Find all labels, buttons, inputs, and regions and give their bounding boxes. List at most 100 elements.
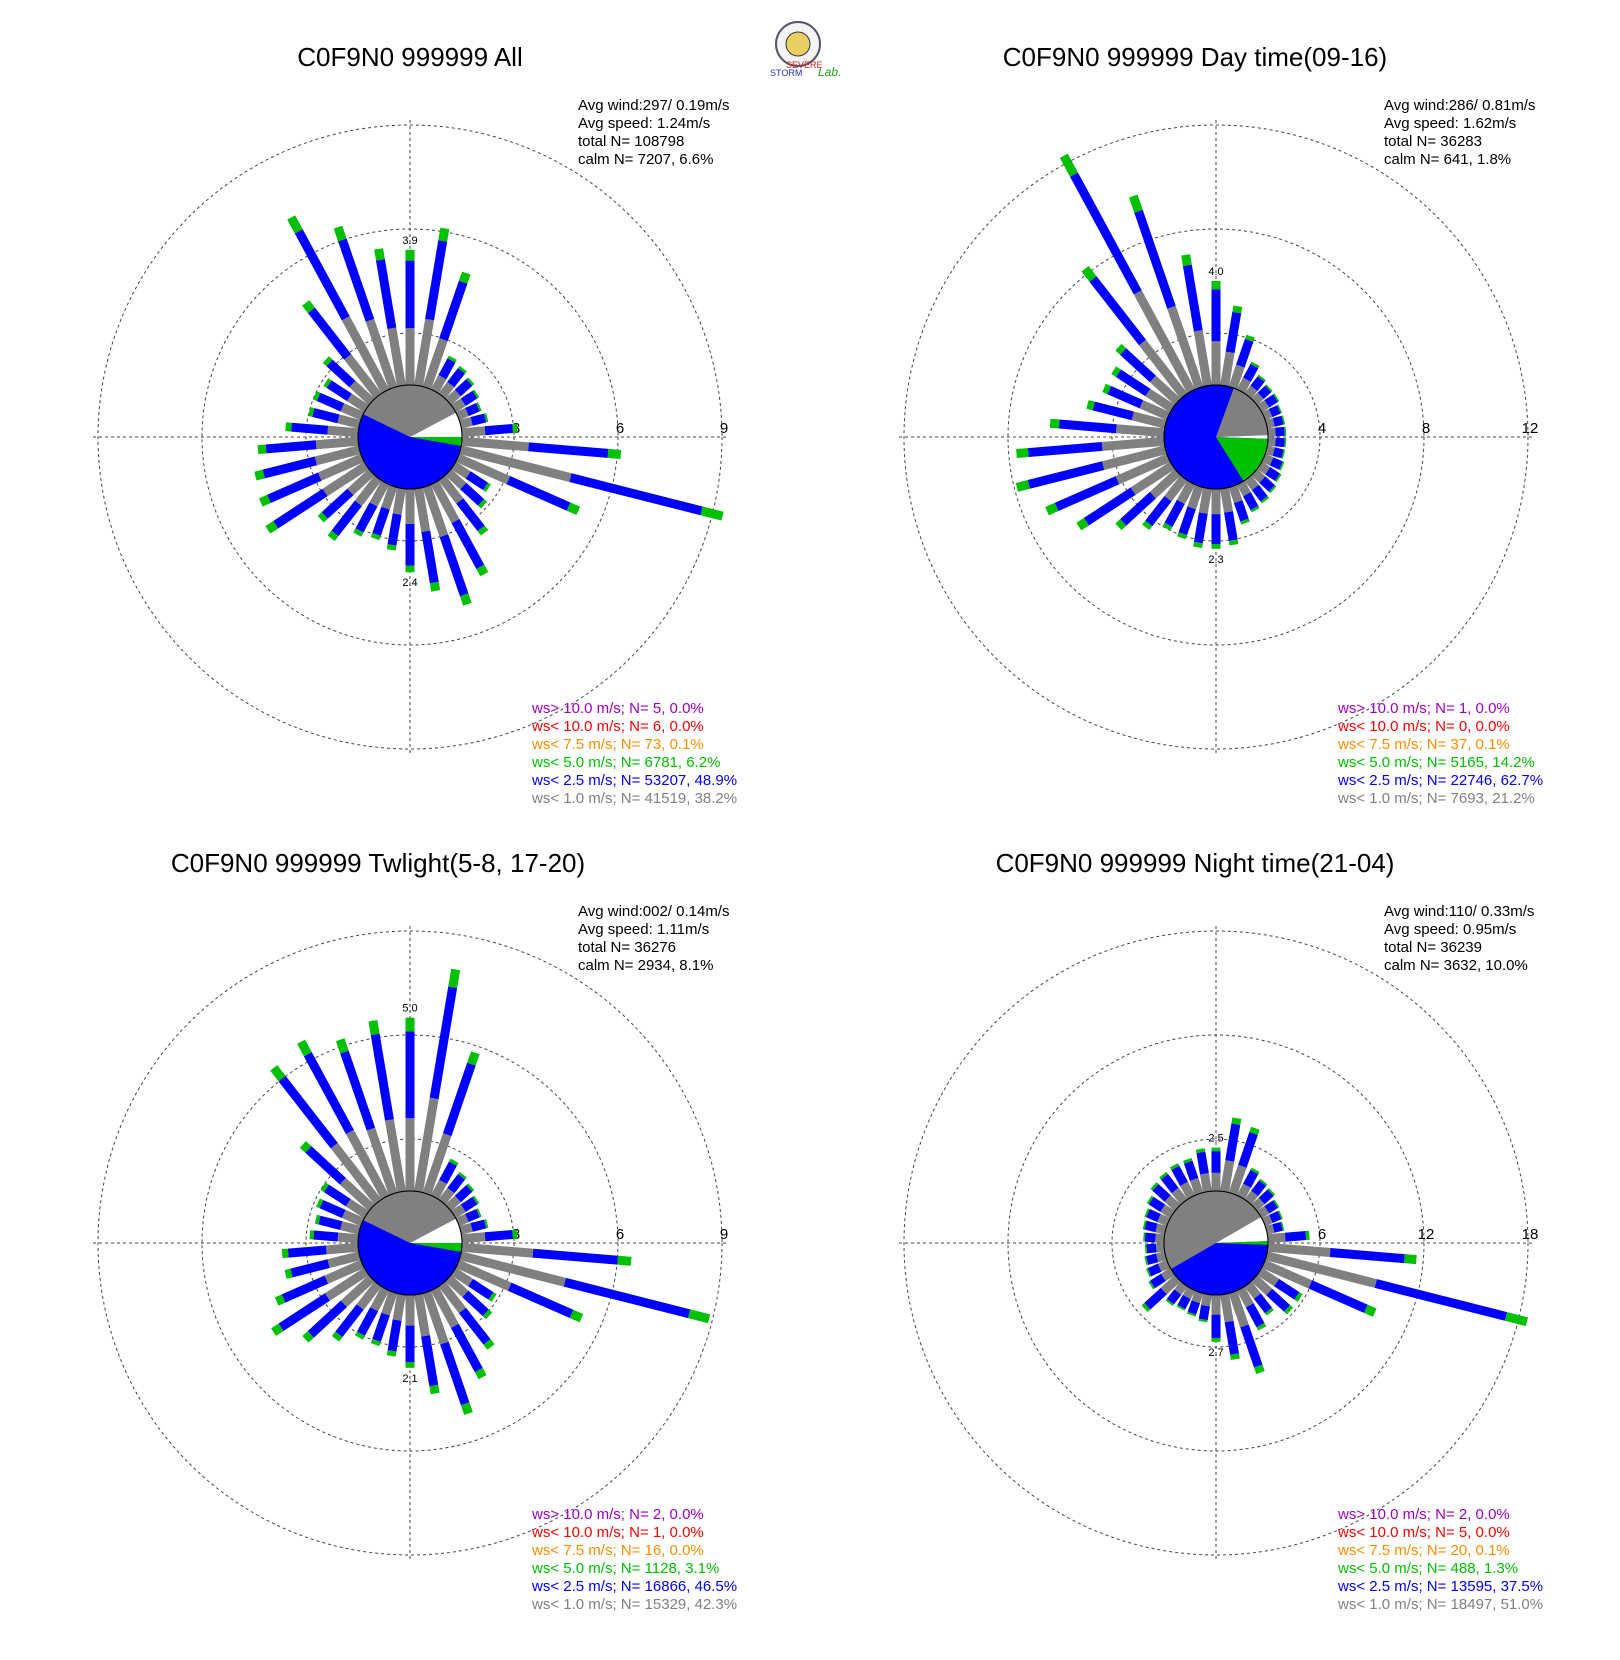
bar-segment-lt2_5	[273, 488, 328, 529]
legend-entry: ws< 1.0 m/s; N= 41519, 38.2%	[531, 790, 737, 807]
bar-segment-lt1	[430, 1286, 459, 1329]
bar-segment-lt1	[345, 1129, 390, 1200]
bar-segment-lt5	[1159, 1171, 1169, 1180]
bar-segment-lt2_5	[331, 500, 362, 537]
stat-line: total N= 36283	[1384, 133, 1482, 150]
direction-bar	[317, 468, 375, 523]
bar-segment-lt5	[1059, 153, 1078, 177]
bar-segment-lt5	[1195, 1148, 1206, 1154]
bar-segment-lt5	[405, 565, 415, 573]
bar-segment-lt2_5	[1187, 1300, 1201, 1315]
bar-segment-lt5	[1145, 1268, 1152, 1278]
bar-segment-lt1	[1236, 1183, 1251, 1200]
bar-segment-lt2_5	[1245, 1303, 1265, 1328]
bar-segment-lt1	[455, 407, 469, 421]
direction-bar	[1236, 1167, 1260, 1200]
bar-segment-lt2_5	[1240, 1324, 1263, 1368]
direction-bar	[1148, 1267, 1175, 1290]
calm-wedge-gray	[363, 1191, 456, 1243]
calm-wedge-gray	[1216, 388, 1268, 437]
direction-bar	[414, 487, 441, 592]
bar-segment-lt2_5	[460, 390, 478, 406]
direction-bar	[1228, 1290, 1265, 1374]
bar-segment-lt1	[369, 480, 390, 507]
direction-bar	[461, 423, 518, 438]
stat-line: Avg speed: 1.62m/s	[1384, 115, 1516, 132]
bar-segment-lt2_5	[405, 523, 415, 566]
bar-segment-lt5	[1273, 1199, 1280, 1208]
bar-segment-lt2_5	[1089, 276, 1147, 346]
direction-bar	[1059, 153, 1196, 394]
bar-segment-lt5	[483, 1339, 495, 1350]
bar-segment-lt2_5	[372, 1312, 390, 1342]
bar-segment-lt5	[1284, 1305, 1294, 1315]
bar-segment-lt1	[1156, 1251, 1167, 1263]
stat-line: calm N= 641, 1.8%	[1384, 151, 1511, 168]
bar-segment-lt2_5	[1058, 419, 1117, 434]
bar-segment-lt5	[1186, 1311, 1197, 1317]
calm-outline	[357, 384, 463, 490]
bar-segment-lt1	[1211, 341, 1221, 385]
bar-segment-lt2_5	[1211, 1151, 1221, 1173]
bar-segment-lt5	[1141, 1302, 1151, 1313]
bar-segment-lt1	[1267, 436, 1276, 447]
direction-bar	[438, 1281, 495, 1350]
legend-entry: ws< 5.0 m/s; N= 6781, 6.2%	[531, 754, 720, 771]
direction-bar	[461, 1242, 632, 1266]
stat-line: Avg wind:297/ 0.19m/s	[578, 97, 729, 114]
bar-segment-lt5	[1081, 265, 1097, 282]
direction-bar	[405, 1295, 415, 1368]
bar-segment-lt1	[430, 480, 460, 524]
bar-segment-lt1	[445, 1274, 469, 1298]
bar-segment-lt2_5	[438, 358, 456, 380]
direction-bar	[461, 436, 622, 459]
bar-segment-lt5	[335, 1038, 349, 1054]
bar-segment-lt1	[1257, 1267, 1280, 1287]
legend-entry: ws< 1.0 m/s; N= 15329, 42.3%	[531, 1596, 737, 1613]
ring-label: 9	[720, 1226, 728, 1243]
bar-segment-lt5	[1281, 449, 1286, 459]
direction-bar	[254, 445, 361, 481]
bar-segment-lt5	[333, 225, 347, 242]
bar-segment-lt2_5	[1115, 369, 1151, 397]
bar-segment-lt1	[317, 453, 365, 481]
bar-segment-lt2_5	[1171, 1165, 1188, 1186]
direction-bar	[1193, 487, 1212, 549]
bar-segment-lt2_5	[281, 1275, 329, 1303]
bar-segment-lt1	[1157, 1213, 1171, 1227]
bar-segment-lt2_5	[370, 1033, 394, 1121]
legend-entry: ws< 5.0 m/s; N= 1128, 3.1%	[531, 1560, 719, 1577]
bar-segment-lt5	[1148, 1280, 1155, 1290]
bar-segment-lt5	[386, 1350, 397, 1357]
bar-segment-lt5	[1211, 1147, 1221, 1152]
bar-segment-lt1	[405, 1118, 415, 1191]
bar-segment-lt1	[1220, 1293, 1234, 1323]
ring-label: 8	[1422, 420, 1430, 437]
bar-segment-lt5	[466, 1183, 475, 1192]
stat-line: calm N= 3632, 10.0%	[1384, 957, 1528, 974]
bar-segment-lt5	[460, 1402, 473, 1415]
bar-segment-lt2_5	[451, 519, 485, 570]
calm-wedge-white	[410, 1218, 462, 1243]
bar-segment-lt2_5	[1250, 376, 1265, 391]
bar-segment-lt5	[484, 413, 489, 423]
bar-segment-lt1	[405, 328, 415, 385]
direction-bar	[459, 445, 724, 521]
direction-bar	[451, 1195, 480, 1219]
bar-segment-lt2_5	[1269, 457, 1283, 470]
bar-segment-lt5	[566, 502, 581, 515]
bar-segment-lt2_5	[1148, 1196, 1166, 1212]
bar-segment-lt1	[1244, 1190, 1259, 1205]
bar-segment-lt1	[451, 398, 466, 413]
direction-bar	[1257, 1267, 1303, 1302]
bar-segment-lt1	[387, 327, 406, 387]
bar-segment-lt2_5	[372, 506, 390, 536]
legend-entry: ws< 7.5 m/s; N= 73, 0.1%	[531, 736, 704, 753]
bar-segment-lt1	[438, 381, 455, 399]
bar-segment-lt2_5	[1251, 1180, 1267, 1197]
bar-segment-lt1	[347, 468, 375, 496]
bar-segment-lt2_5	[506, 475, 571, 511]
bar-segment-lt2_5	[1265, 467, 1281, 481]
bar-value-label: 2.7	[1208, 1347, 1223, 1359]
